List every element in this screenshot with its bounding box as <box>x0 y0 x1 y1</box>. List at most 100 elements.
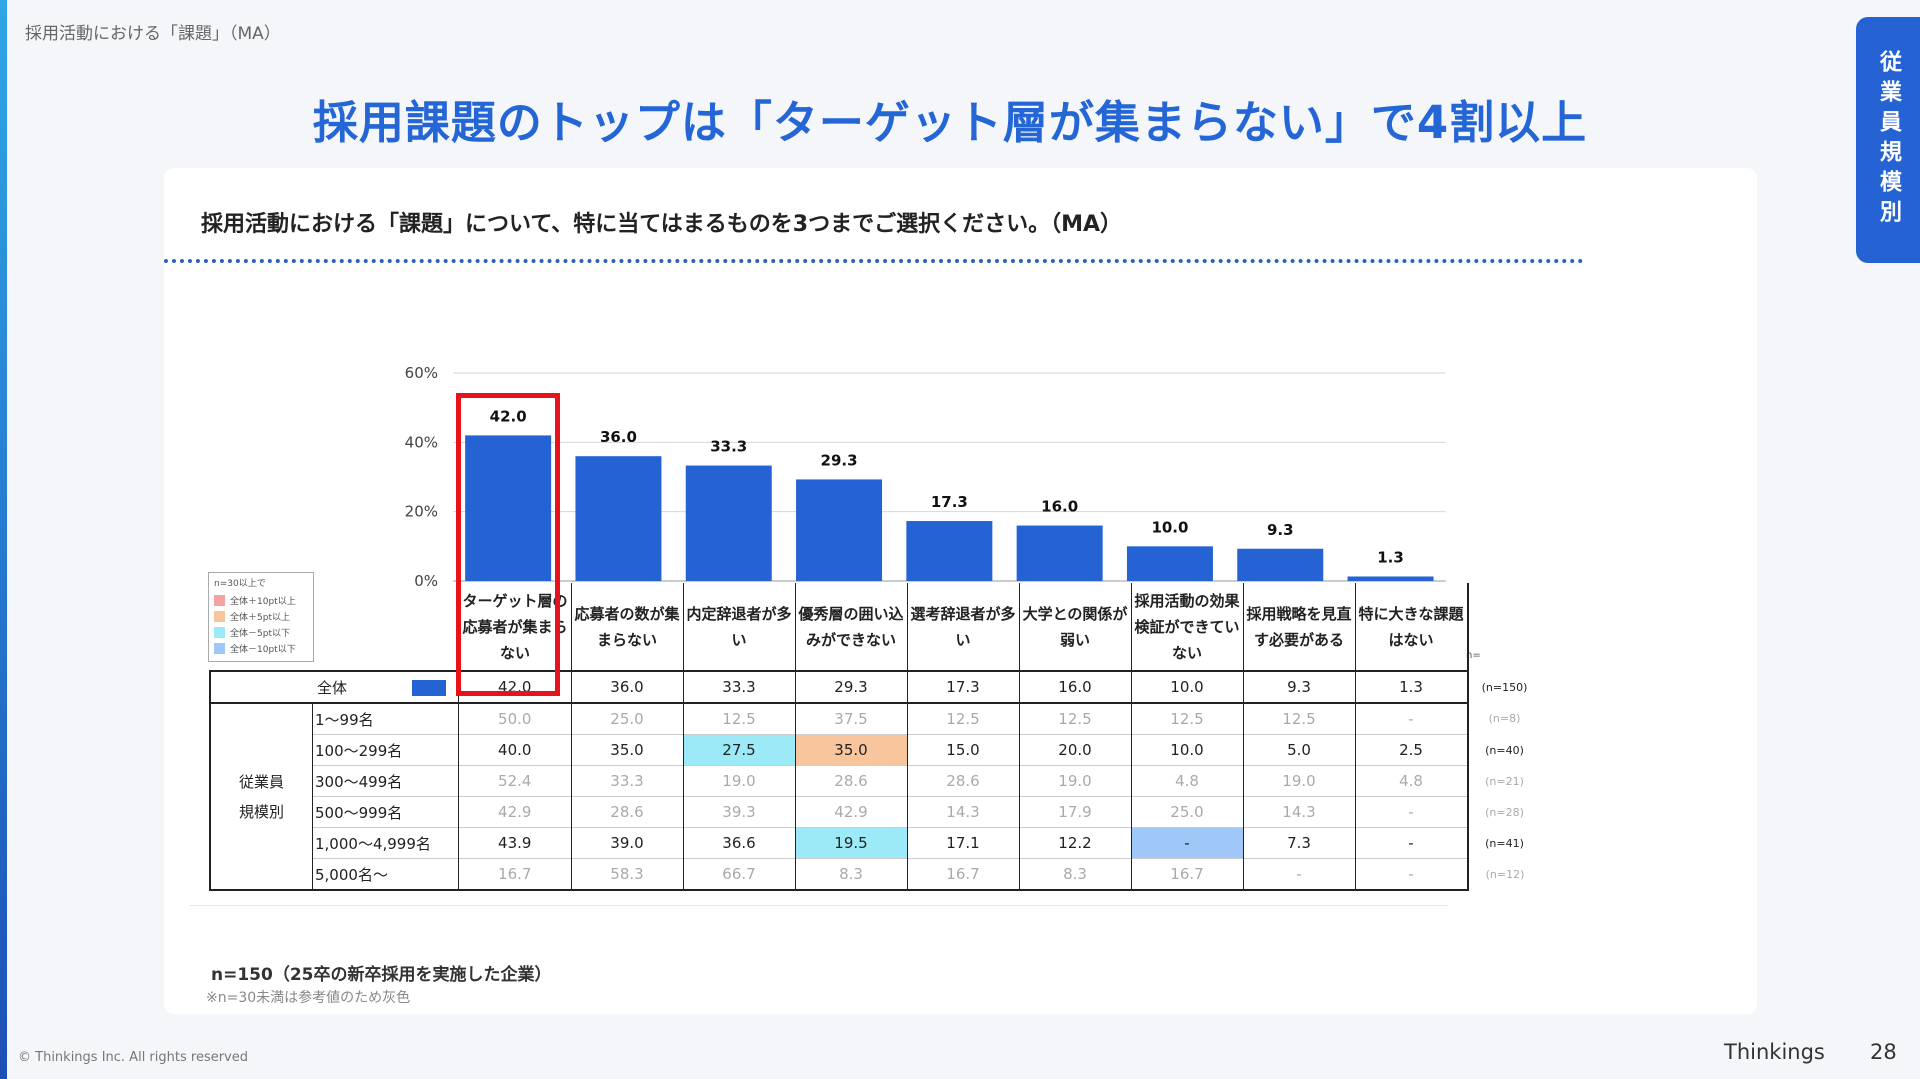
table-cell: 16.7 <box>458 858 571 891</box>
bar-value-label: 42.0 <box>490 407 527 425</box>
size-label: 500〜999名 <box>312 796 459 828</box>
bar-value-label: 16.0 <box>1041 498 1078 516</box>
table-cell: 29.3 <box>794 670 907 704</box>
bar <box>906 521 993 581</box>
table-cell: - <box>1242 858 1355 891</box>
table-cell: 33.3 <box>682 670 795 704</box>
size-label: 1,000〜4,999名 <box>312 827 459 859</box>
table-cell: 20.0 <box>1018 734 1131 766</box>
table-cell: 33.3 <box>570 765 683 797</box>
side-tab[interactable]: 従業員規模別 <box>1856 17 1920 263</box>
table-cell: 58.3 <box>570 858 683 891</box>
table-cell: 19.0 <box>1242 765 1355 797</box>
table-cell: - <box>1130 827 1243 859</box>
bar-value-label: 33.3 <box>710 438 747 456</box>
bar-value-label: 36.0 <box>600 428 637 446</box>
table-cell: 66.7 <box>682 858 795 891</box>
category-label: 特に大きな課題はない <box>1354 583 1469 671</box>
category-label: 採用戦略を見直す必要がある <box>1242 583 1355 671</box>
table-row: 5,000名〜 16.7 58.3 66.7 8.3 16.7 8.3 16.7- - (n=12… <box>210 858 1538 891</box>
data-table: ターゲット層の応募者が集まらない 応募者の数が集まらない 内定辞退者が多い 優秀層の囲… <box>209 583 1539 891</box>
question-text: 採用活動における「課題」について、特に当てはまるものを3つまでご選択ください。（… <box>201 212 1123 237</box>
n-value: (n=40) <box>1485 743 1524 757</box>
category-label: 応募者の数が集まらない <box>570 583 683 671</box>
table-cell: 12.5 <box>906 702 1019 735</box>
table-cell: 25.0 <box>570 702 683 735</box>
table-cell: 19.0 <box>682 765 795 797</box>
table-cell: 28.6 <box>794 765 907 797</box>
table-cell: 14.3 <box>1242 796 1355 828</box>
legend-swatch <box>214 610 225 622</box>
group-label-line: 従業員 <box>238 772 284 791</box>
bar-value-label: 10.0 <box>1151 518 1188 536</box>
bar <box>1126 546 1213 581</box>
table-cell: 15.0 <box>906 734 1019 766</box>
table-cell: 35.0 <box>794 734 907 766</box>
gray-divider <box>190 905 1448 906</box>
table-cell: 42.9 <box>794 796 907 828</box>
n-value: (n=12) <box>1485 867 1525 881</box>
n-header: n= <box>1466 650 1481 661</box>
table-cell: - <box>1354 827 1469 859</box>
table-cell: 28.6 <box>570 796 683 828</box>
bar <box>1016 525 1103 581</box>
table-cell: 12.5 <box>1130 702 1243 735</box>
table-cell: 12.2 <box>1018 827 1131 859</box>
category-label: 優秀層の囲い込みができない <box>794 583 907 671</box>
legend-title: n=30以上で <box>214 579 266 589</box>
category-label: 大学との関係が弱い <box>1018 583 1131 671</box>
breadcrumb: 採用活動における「課題」（MA） <box>25 24 281 44</box>
table-cell: 39.3 <box>682 796 795 828</box>
bar <box>1347 576 1434 581</box>
table-cell: 35.0 <box>570 734 683 766</box>
table-cell: 1.3 <box>1354 670 1469 704</box>
legend: n=30以上で 全体＋10pt以上 全体＋5pt以上 全体－5pt以下 全体－10pt… <box>208 572 314 662</box>
legend-swatch <box>214 626 225 638</box>
legend-item: 全体＋5pt以上 <box>214 608 308 624</box>
table-cell: 12.5 <box>682 702 795 735</box>
table-cell: 16.7 <box>1130 858 1243 891</box>
n-value: (n=150) <box>1481 680 1528 694</box>
legend-label: 全体＋5pt以上 <box>230 612 290 623</box>
side-tab-label: 従業員規模別 <box>1876 50 1901 230</box>
table-cell: 28.6 <box>906 765 1019 797</box>
table-cell: 27.5 <box>682 734 795 766</box>
table-cell: 52.4 <box>458 765 571 797</box>
table-cell: 12.5 <box>1242 702 1355 735</box>
table-cell: - <box>1354 702 1469 735</box>
size-label: 300〜499名 <box>312 765 459 797</box>
category-label: 採用活動の効果検証ができていない <box>1130 583 1243 671</box>
n-value: (n=41) <box>1485 836 1524 850</box>
bar-value-label: 29.3 <box>821 451 858 469</box>
size-label: 100〜299名 <box>312 734 459 766</box>
n-value: (n=21) <box>1485 774 1524 788</box>
table-cell: 40.0 <box>458 734 571 766</box>
left-accent-bar <box>0 0 7 1079</box>
table-cell: 16.0 <box>1018 670 1131 704</box>
bar <box>685 465 772 581</box>
table-cell: 16.7 <box>906 858 1019 891</box>
table-row: 300〜499名 52.4 33.3 19.0 28.6 28.6 19.0 4.8 19.0 4… <box>210 765 1538 797</box>
bar-value-label: 9.3 <box>1267 521 1294 539</box>
table-cell: - <box>1354 858 1469 891</box>
table-cell: 8.3 <box>794 858 907 891</box>
table-cell: - <box>1354 796 1469 828</box>
table-cell: 7.3 <box>1242 827 1355 859</box>
category-label: 選考辞退者が多い <box>906 583 1019 671</box>
table-row: 500〜999名 42.9 28.6 39.3 42.9 14.3 17.9 25.0 14.3… <box>210 796 1538 828</box>
header-spacer <box>210 583 459 671</box>
table-cell: 17.3 <box>906 670 1019 704</box>
y-tick-label: 0% <box>414 572 438 590</box>
table-row: 従業員 規模別 1〜99名 50.0 25.0 12.5 37.5 12.5 12.5 12.5 1… <box>209 702 1538 891</box>
brand-name: Thinkings <box>1724 1040 1825 1064</box>
legend-label: 全体－10pt以下 <box>230 644 296 655</box>
dotted-divider <box>164 259 1584 263</box>
table-row: 100〜299名 40.0 35.0 27.5 35.0 15.0 20.0 10.0 5.0 2… <box>210 734 1538 766</box>
table-cell: 8.3 <box>1018 858 1131 891</box>
total-label-cell: 全体 <box>209 670 459 704</box>
legend-item: 全体－10pt以下 <box>214 640 308 656</box>
table-cell: 25.0 <box>1130 796 1243 828</box>
legend-item: 全体－5pt以下 <box>214 624 308 640</box>
legend-label: 全体－5pt以下 <box>230 628 290 639</box>
